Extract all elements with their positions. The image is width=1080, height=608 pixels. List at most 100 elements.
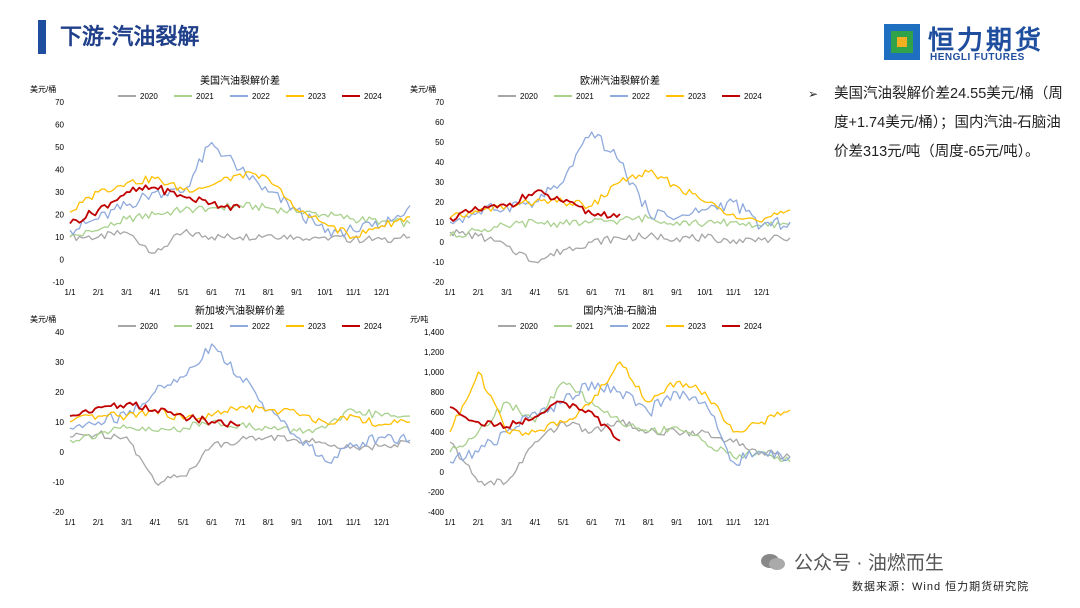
legend-label-2023: 2023 [308,92,326,101]
chart-title: 国内汽油-石脑油 [583,304,656,317]
y-tick-label: 400 [431,428,445,437]
arrow-bullet-icon: ➢ [808,87,819,101]
x-tick-label: 4/1 [529,518,541,527]
x-tick-label: 4/1 [529,288,541,297]
x-tick-label: 7/1 [614,518,626,527]
y-tick-label: -10 [432,258,444,267]
x-tick-label: 11/1 [346,288,362,297]
y-tick-label: 30 [55,188,64,197]
legend-label-2020: 2020 [140,92,158,101]
x-tick-label: 9/1 [291,518,303,527]
x-tick-label: 5/1 [558,518,570,527]
x-tick-label: 5/1 [178,288,190,297]
data-source: 数据来源：Wind 恒力期货研究院 [852,581,1030,593]
chart-title: 美国汽油裂解价差 [200,74,280,87]
legend-label-2021: 2021 [576,92,594,101]
y-tick-label: -20 [52,508,64,517]
x-tick-label: 5/1 [178,518,190,527]
x-tick-label: 2/1 [473,518,485,527]
y-tick-label: 40 [55,328,64,337]
x-tick-label: 8/1 [643,288,655,297]
legend-label-2024: 2024 [744,322,762,331]
series-line-2024 [69,184,241,225]
logo-mark-icon [884,24,920,60]
x-tick-label: 11/1 [726,288,742,297]
x-tick-label: 7/1 [234,518,246,527]
page-title: 下游-汽油裂解 [60,24,200,49]
x-tick-label: 9/1 [671,288,683,297]
y-tick-label: 0 [440,468,445,477]
series-line-2020 [69,430,411,486]
x-tick-label: 8/1 [643,518,655,527]
commentary: ➢ 美国汽油裂解价差24.55美元/桶（周度+1.74美元/桶）；国内汽油-石脑… [808,80,1064,167]
series-line-2020 [449,419,791,487]
company-logo: 恒力期货 HENGLI FUTURES [884,22,1054,66]
x-tick-label: 12/1 [754,518,770,527]
y-tick-label: 30 [55,358,64,367]
legend-label-2020: 2020 [140,322,158,331]
series-line-2024 [449,400,621,442]
series-line-2021 [449,214,791,238]
x-tick-label: 8/1 [263,518,275,527]
y-tick-label: 200 [431,448,445,457]
x-tick-label: 10/1 [697,288,713,297]
legend-label-2020: 2020 [520,92,538,101]
legend-label-2021: 2021 [576,322,594,331]
series-line-2023 [69,171,411,240]
x-tick-label: 11/1 [346,518,362,527]
watermark-text: 公众号 · 油燃而生 [794,553,944,574]
commentary-text: 美国汽油裂解价差24.55美元/桶（周度+1.74美元/桶）；国内汽油-石脑油价… [834,86,1063,160]
x-tick-label: 10/1 [317,518,333,527]
legend-label-2021: 2021 [196,92,214,101]
legend-label-2023: 2023 [308,322,326,331]
x-tick-label: 12/1 [374,288,390,297]
y-axis-unit: 美元/桶 [410,84,436,94]
legend-label-2024: 2024 [364,322,382,331]
legend-label-2022: 2022 [632,322,650,331]
series-line-2021 [69,201,411,238]
y-tick-label: -10 [52,478,64,487]
x-tick-label: 4/1 [149,518,161,527]
series-line-2020 [449,229,791,264]
x-tick-label: 2/1 [93,518,105,527]
y-tick-label: 60 [435,118,444,127]
y-tick-label: 800 [431,388,445,397]
y-tick-label: -10 [52,278,64,287]
y-tick-label: 40 [55,166,64,175]
x-tick-label: 2/1 [93,288,105,297]
chart-us-gasoline-crack: 美国汽油裂解价差 美元/桶 2020 2021 2022 2023 2024 -10 0 10 20… [30,70,411,300]
x-tick-label: 2/1 [473,288,485,297]
y-tick-label: 20 [55,388,64,397]
legend-label-2024: 2024 [744,92,762,101]
x-tick-label: 6/1 [206,288,218,297]
legend-label-2023: 2023 [688,322,706,331]
y-tick-label: 0 [60,448,65,457]
y-tick-label: 10 [55,233,64,242]
x-tick-label: 7/1 [614,288,626,297]
series-line-2020 [69,228,411,254]
y-tick-label: 0 [60,256,65,265]
x-tick-label: 7/1 [234,288,246,297]
y-tick-label: 30 [435,178,444,187]
logo-text-en: HENGLI FUTURES [930,52,1025,63]
logo-text-cn: 恒力期货 [928,25,1045,55]
y-tick-label: 70 [435,98,444,107]
chart-europe-gasoline-crack: 欧洲汽油裂解价差 美元/桶 2020 2021 2022 2023 2024 -20 -10 0 1… [410,70,791,300]
chart-china-gasoline-naphtha: 国内汽油-石脑油 元/吨 2020 2021 2022 2023 2024 -400 -200 0… [410,300,791,530]
wechat-icon [761,554,785,570]
x-tick-label: 4/1 [149,288,161,297]
series-line-2022 [69,141,411,238]
x-tick-label: 11/1 [726,518,742,527]
y-tick-label: -20 [432,278,444,287]
title-accent-bar [38,20,46,54]
y-tick-label: 1,000 [424,368,445,377]
x-tick-label: 1/1 [64,288,76,297]
y-tick-label: 1,200 [424,348,445,357]
watermark: 公众号 · 油燃而生 [760,548,944,575]
x-tick-label: 3/1 [121,288,133,297]
x-tick-label: 6/1 [586,288,598,297]
chart-title: 新加坡汽油裂解价差 [195,304,285,317]
x-tick-label: 5/1 [558,288,570,297]
